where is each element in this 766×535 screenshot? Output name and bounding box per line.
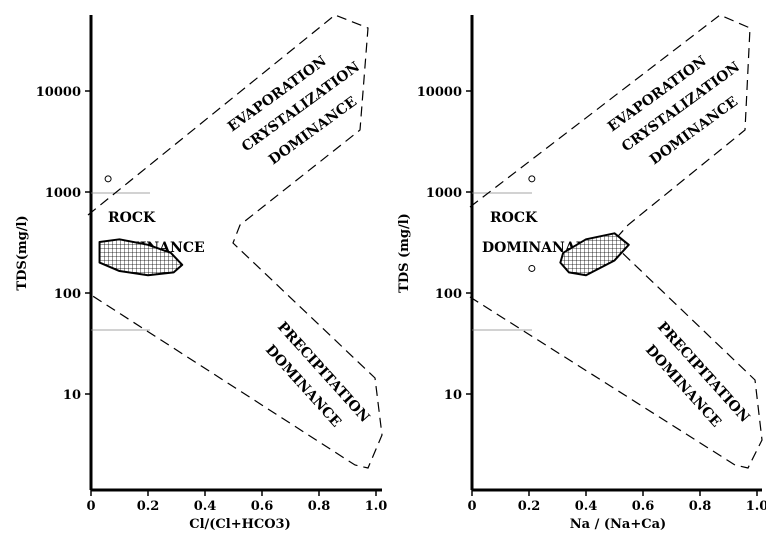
x-tick-label: 0.6 — [251, 499, 274, 514]
y-tick-label: 10000 — [417, 85, 462, 100]
x-tick-label: 0.2 — [137, 499, 160, 514]
y-tick-label: 100 — [435, 287, 462, 302]
sample-cluster-region — [98, 238, 184, 277]
y-tick-label: 10 — [63, 388, 81, 403]
gibbs-boundary — [87, 14, 383, 469]
x-tick-label: 0 — [86, 499, 95, 514]
gibbs-plot-chloride: 0 0.2 0.4 0.6 0.8 1.0 10 100 1000 10000 Cl/(Cl+H… — [15, 14, 388, 532]
x-axis-label: Na / (Na+Ca) — [570, 517, 666, 532]
x-tick-label: 1.0 — [746, 499, 766, 514]
y-axis-label: TDS(mg/l) — [15, 215, 30, 290]
sample-cluster-region — [559, 232, 630, 277]
zone-label-rock: ROCK — [108, 210, 156, 226]
x-tick-label: 0.8 — [689, 499, 712, 514]
x-tick-label: 0.6 — [632, 499, 655, 514]
x-tick-label: 0 — [467, 499, 476, 514]
y-tick-label: 1000 — [45, 186, 81, 201]
gibbs-plot-sodium: 0 0.2 0.4 0.6 0.8 1.0 10 100 1000 10000 Na / (Na… — [397, 14, 766, 532]
x-tick-label: 0.4 — [575, 499, 598, 514]
outlier-sample-point — [528, 175, 536, 183]
x-axis-label: Cl/(Cl+HCO3) — [189, 517, 291, 532]
x-tick-label: 0.8 — [308, 499, 331, 514]
y-tick-label: 10 — [444, 388, 462, 403]
y-tick-label: 100 — [54, 287, 81, 302]
y-tick-label: 1000 — [426, 186, 462, 201]
x-tick-label: 1.0 — [365, 499, 388, 514]
outlier-sample-point — [104, 175, 112, 183]
zone-label-rock: ROCK — [490, 210, 538, 226]
zone-label-rock-dominance: DOMINANAE — [482, 240, 586, 256]
x-tick-label: 0.2 — [518, 499, 541, 514]
y-axis-label: TDS (mg/l) — [397, 213, 412, 293]
y-tick-label: 10000 — [36, 85, 81, 100]
outlier-sample-point — [528, 264, 536, 272]
x-tick-label: 0.4 — [194, 499, 217, 514]
